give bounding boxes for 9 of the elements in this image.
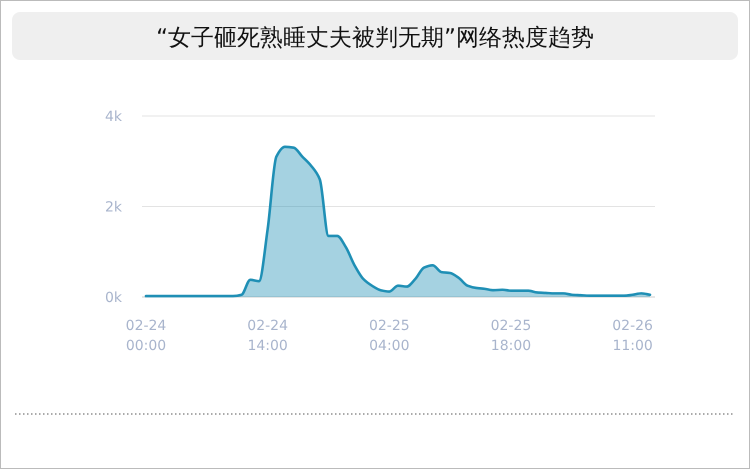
x-tick-label: 02-24 00:00 — [126, 318, 166, 354]
y-tick-label: 4k — [104, 109, 123, 125]
x-tick-label: 02-24 14:00 — [247, 318, 288, 354]
y-tick-label: 0k — [104, 290, 123, 306]
x-tick-label: 02-26 11:00 — [612, 318, 654, 354]
x-tick-label: 02-25 18:00 — [490, 318, 532, 354]
chart-title: “女子砸死熟睡丈夫被判无期”网络热度趋势 — [156, 25, 594, 51]
y-tick-label: 2k — [104, 200, 123, 216]
x-tick-label: 02-25 04:00 — [368, 318, 410, 354]
